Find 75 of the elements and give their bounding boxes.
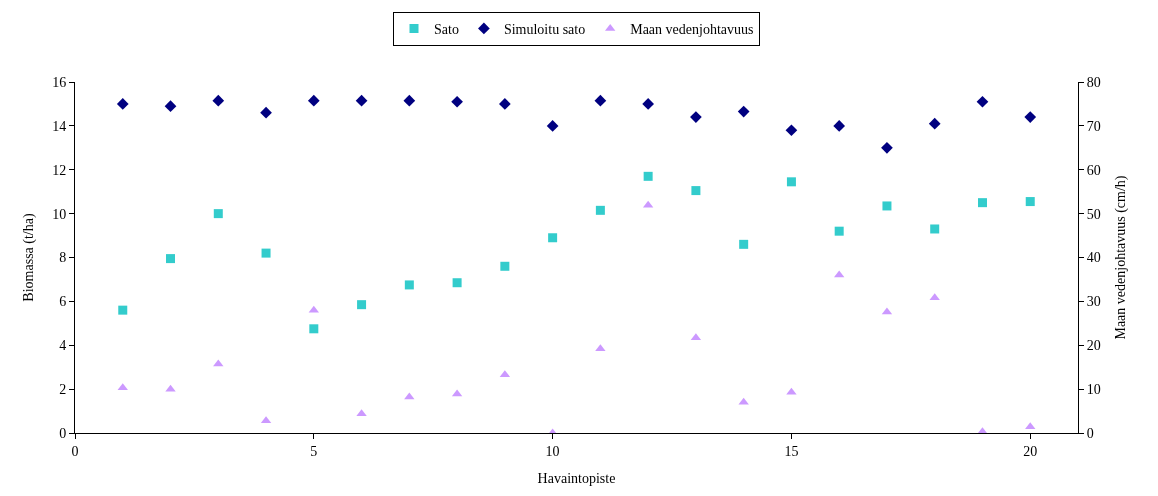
x-tick-label: 0 [71, 443, 79, 459]
y-tick-label: 2 [59, 382, 67, 398]
y-axis-title: Biomassa (t/ha) [20, 213, 37, 302]
legend-label: Simuloitu sato [503, 21, 586, 37]
y2-tick-label: 10 [1086, 382, 1101, 398]
y2-axis-title: Maan vedenjohtavuus (cm/h) [1113, 175, 1130, 340]
y-tick-label: 12 [52, 162, 67, 178]
point [738, 397, 749, 405]
point [786, 177, 796, 187]
y2-tick-label: 30 [1086, 294, 1101, 310]
y2-tick-label: 40 [1086, 250, 1101, 266]
point [355, 94, 368, 107]
point [642, 98, 654, 110]
point [164, 100, 177, 112]
point [307, 94, 320, 107]
legend-label: Sato [434, 21, 459, 37]
y-tick-label: 10 [52, 206, 67, 222]
point [404, 392, 415, 400]
point [882, 201, 892, 211]
y-tick-label: 8 [59, 250, 67, 266]
point [930, 224, 940, 234]
point [212, 94, 225, 107]
y-tick-label: 6 [59, 294, 67, 310]
point [643, 171, 653, 181]
y-tick-label: 14 [52, 118, 67, 134]
point [976, 95, 989, 108]
y2-tick-label: 50 [1086, 206, 1101, 222]
point [834, 226, 844, 236]
point [928, 117, 941, 130]
point [595, 344, 606, 352]
y2-tick-label: 80 [1086, 74, 1101, 90]
legend-label: Maan vedenjohtavuus [630, 21, 754, 37]
point [309, 324, 319, 334]
point [546, 120, 559, 132]
point [1025, 422, 1036, 430]
point [500, 261, 510, 271]
point [118, 305, 128, 315]
point [548, 233, 558, 243]
point [739, 239, 749, 249]
point [690, 111, 702, 123]
point [1024, 111, 1037, 123]
point [116, 98, 129, 110]
y2-tick-label: 20 [1086, 338, 1101, 354]
y2-tick-label: 0 [1086, 425, 1094, 441]
point [833, 120, 846, 132]
point [404, 280, 414, 290]
point [213, 209, 223, 219]
point [403, 94, 416, 107]
point [737, 105, 750, 118]
x-tick-label: 10 [545, 443, 560, 459]
y-tick-label: 4 [59, 338, 67, 354]
y2-tick-label: 60 [1086, 162, 1101, 178]
point [595, 205, 605, 215]
x-tick-label: 15 [784, 443, 799, 459]
x-axis-title: Havaintopiste [537, 471, 616, 487]
point [499, 98, 511, 110]
y2-tick-label: 70 [1086, 118, 1101, 134]
point [785, 124, 798, 137]
point [357, 300, 367, 310]
point [977, 198, 987, 208]
x-tick-label: 20 [1023, 443, 1038, 459]
point [261, 248, 271, 258]
y-tick-label: 16 [52, 74, 67, 90]
point [691, 186, 701, 196]
y-tick-label: 0 [59, 425, 67, 441]
point [452, 278, 462, 288]
x-tick-label: 5 [310, 443, 318, 459]
point [594, 94, 607, 107]
point [260, 106, 272, 119]
point [929, 293, 940, 301]
point [166, 254, 176, 264]
point [451, 95, 463, 108]
point [117, 383, 128, 391]
point [1025, 197, 1035, 207]
point [881, 141, 893, 154]
